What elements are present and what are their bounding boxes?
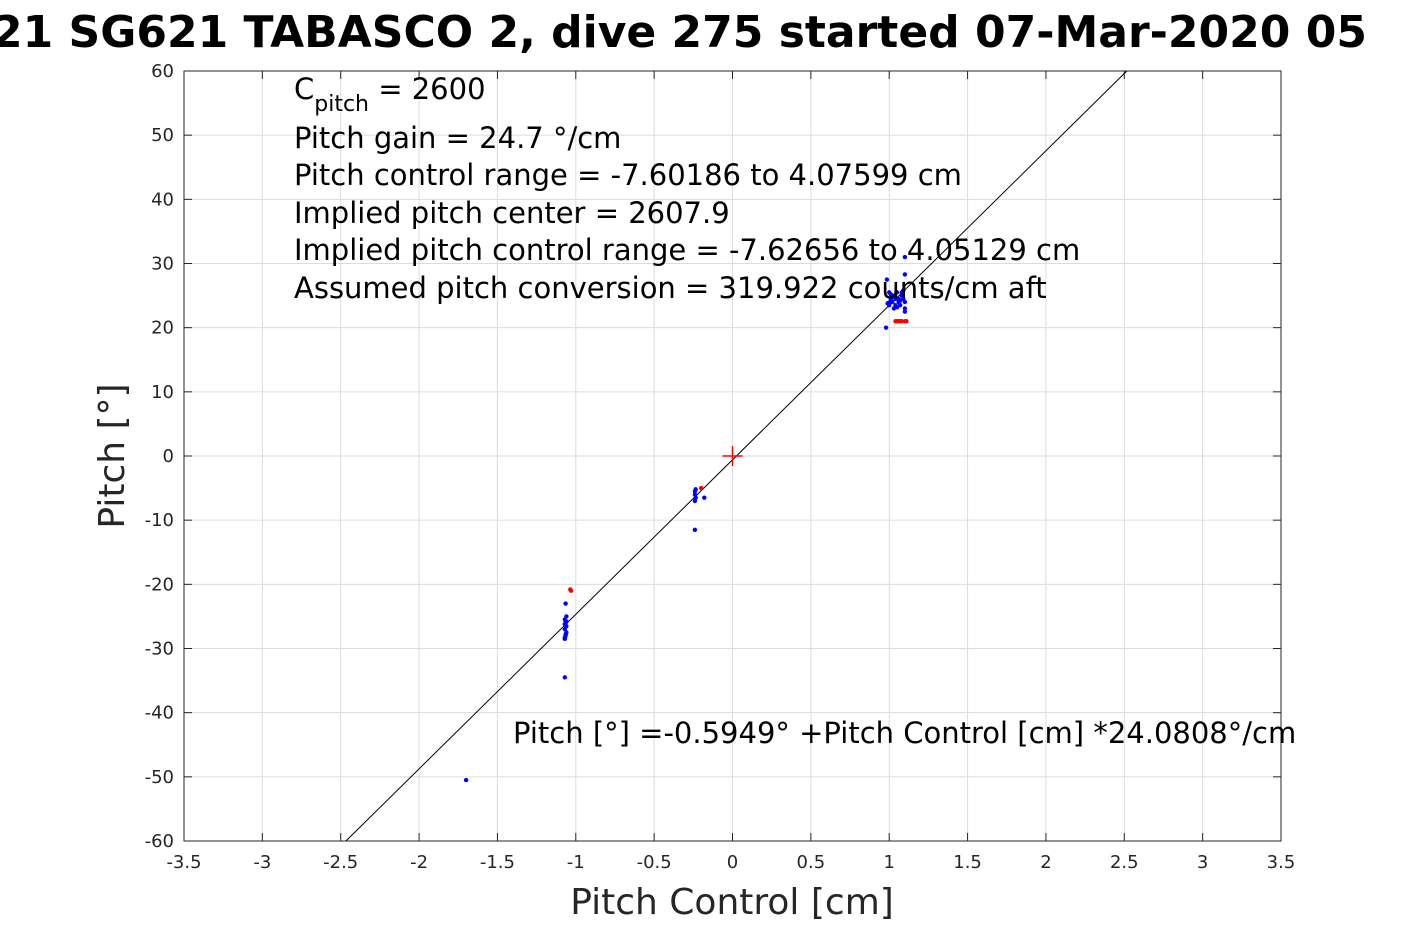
blue-data-point xyxy=(693,487,698,492)
y-gridlines xyxy=(184,134,1281,778)
blue-data-point xyxy=(902,272,908,277)
blue-data-point xyxy=(883,325,889,330)
blue-data-point xyxy=(564,614,569,619)
blue-data-point xyxy=(564,619,569,624)
y-axis-label: Pitch [°] xyxy=(92,383,133,528)
y-tick-label: -60 xyxy=(145,831,174,852)
chart-title: 21 SG621 TABASCO 2, dive 275 started 07-… xyxy=(0,7,1367,58)
c-pitch-annotation: Cpitch = 2600 xyxy=(294,72,486,117)
red-data-point xyxy=(698,485,704,491)
x-tick-label: 1 xyxy=(883,852,894,873)
x-tick-label: 1.5 xyxy=(953,852,982,873)
annotation-line-1: Pitch gain = 24.7 °/cm xyxy=(294,121,621,155)
blue-data-point xyxy=(463,777,469,783)
annotation-line-5: Assumed pitch conversion = 319.922 count… xyxy=(294,271,1047,305)
blue-data-point xyxy=(885,301,890,306)
x-tick-label: -1.5 xyxy=(480,852,515,873)
blue-data-point xyxy=(702,495,707,500)
blue-data-point xyxy=(692,527,698,532)
y-tick-label: -50 xyxy=(145,767,174,788)
y-tick-label: 50 xyxy=(151,125,174,146)
blue-data-point xyxy=(891,294,897,300)
blue-data-point xyxy=(884,277,890,282)
y-tick-label: 10 xyxy=(151,382,174,403)
y-tick-label: -40 xyxy=(145,703,174,724)
c-pitch-subscript: pitch xyxy=(314,92,369,117)
x-axis-ticks: -3.5 -3 -2.5 -2 -1.5 -1 -0.5 0 0.5 1 1.5 2 2.5 3 3.5 xyxy=(166,71,1295,873)
plot-content xyxy=(345,70,1128,842)
blue-data-point xyxy=(902,299,908,305)
x-tick-label: 2.5 xyxy=(1110,852,1139,873)
blue-data-point xyxy=(562,635,568,640)
x-tick-label: 2 xyxy=(1040,852,1051,873)
x-tick-label: -2 xyxy=(410,852,428,873)
blue-data-point xyxy=(902,306,908,311)
y-tick-label: 30 xyxy=(151,254,174,275)
x-tick-label: -3 xyxy=(253,852,271,873)
y-tick-label: 20 xyxy=(151,318,174,339)
y-axis-ticks: -60 -50 -40 -30 -20 -10 0 10 20 30 40 50 60 xyxy=(145,61,1281,852)
x-tick-label: -3.5 xyxy=(166,852,201,873)
annotation-line-2: Pitch control range = -7.60186 to 4.0759… xyxy=(294,158,962,192)
blue-data-point xyxy=(902,309,908,314)
red-data-point xyxy=(899,319,904,324)
center-plus-marker xyxy=(722,446,743,466)
y-tick-label: 40 xyxy=(151,189,174,210)
x-axis-label: Pitch Control [cm] xyxy=(570,882,894,923)
x-tick-label: 3 xyxy=(1197,852,1208,873)
red-data-point xyxy=(904,319,909,324)
blue-data-point xyxy=(897,298,903,303)
x-tick-label: -0.5 xyxy=(637,852,672,873)
y-tick-label: 60 xyxy=(151,61,174,82)
blue-data-series xyxy=(463,254,908,783)
blue-data-point xyxy=(692,492,698,497)
x-tick-label: 3.5 xyxy=(1267,852,1296,873)
blue-data-point xyxy=(894,290,900,295)
blue-data-point xyxy=(894,304,900,310)
c-pitch-main: C xyxy=(294,72,314,106)
x-tick-label: -2.5 xyxy=(323,852,358,873)
y-tick-label: -30 xyxy=(145,639,174,660)
blue-data-point xyxy=(901,288,906,293)
blue-data-point xyxy=(562,675,568,680)
x-tick-label: -1 xyxy=(567,852,585,873)
c-pitch-value: = 2600 xyxy=(369,72,486,106)
annotation-line-4: Implied pitch control range = -7.62656 t… xyxy=(294,233,1080,267)
blue-data-point xyxy=(890,299,895,305)
y-tick-label: -20 xyxy=(145,574,174,595)
blue-data-point xyxy=(888,292,893,297)
blue-data-point xyxy=(563,601,568,606)
x-tick-label: 0.5 xyxy=(797,852,826,873)
y-tick-label: -10 xyxy=(145,510,174,531)
y-tick-label: 0 xyxy=(163,446,174,467)
blue-data-point xyxy=(902,254,908,260)
annotation-line-3: Implied pitch center = 2607.9 xyxy=(294,196,730,230)
fit-equation: Pitch [°] =-0.5949° +Pitch Control [cm] … xyxy=(513,716,1296,750)
red-data-series xyxy=(568,319,909,593)
red-data-point xyxy=(568,587,573,592)
x-tick-label: 0 xyxy=(727,852,738,873)
